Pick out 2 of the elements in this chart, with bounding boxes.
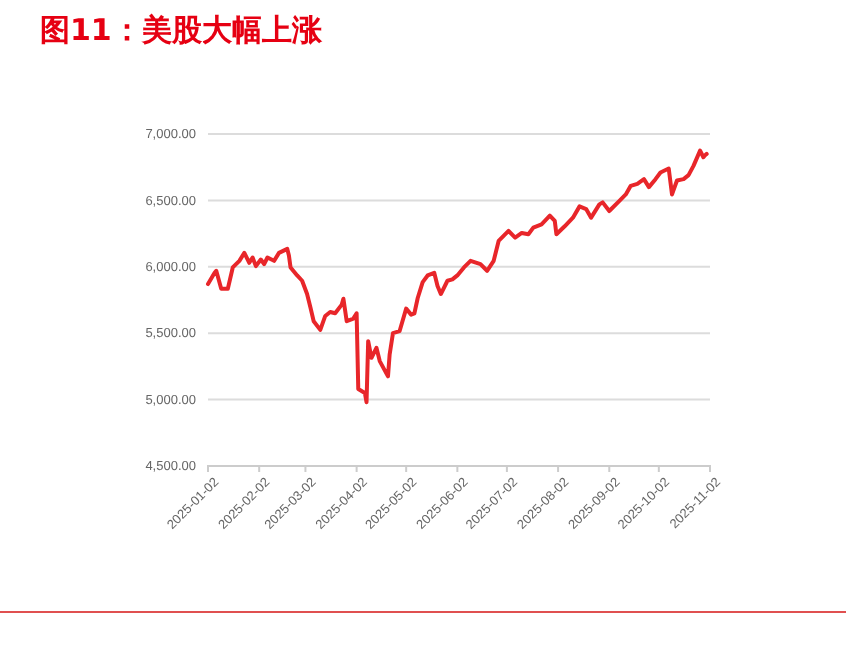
line-series [206, 148, 709, 405]
chart-title: 图11：美股大幅上涨 [40, 12, 324, 48]
